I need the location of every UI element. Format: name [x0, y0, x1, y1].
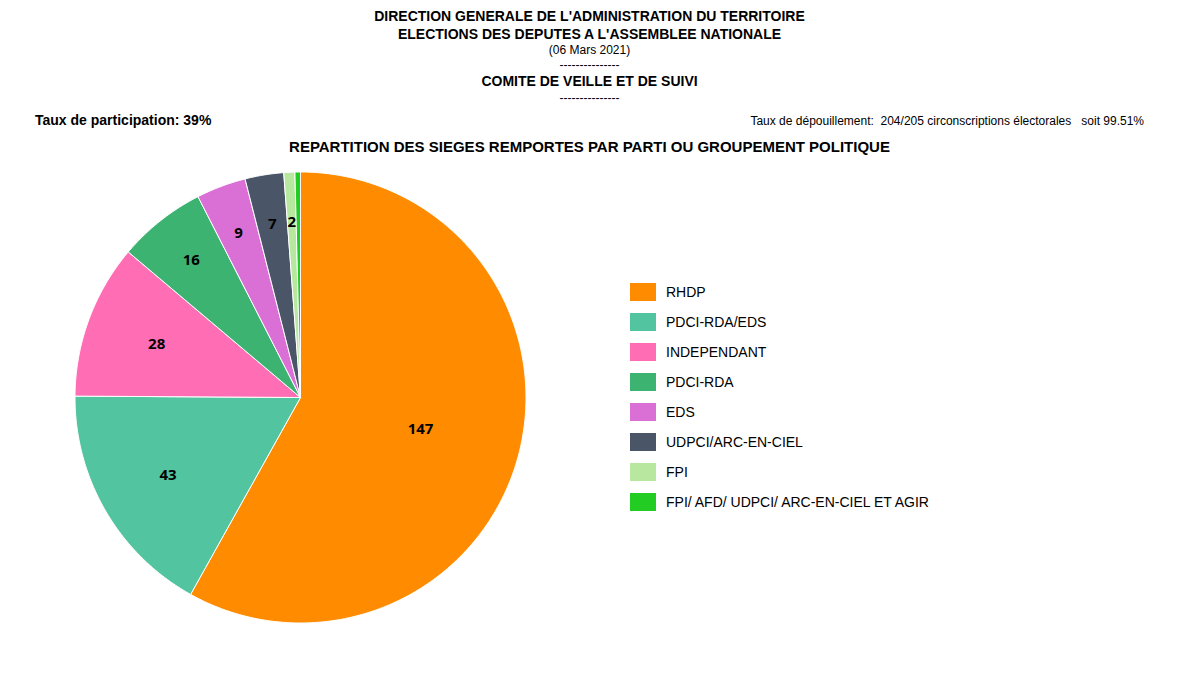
html-text:EDS: EDS: [666, 403, 695, 420]
html-text:ELECTIONS DES DEPUTES A L'ASSE: ELECTIONS DES DEPUTES A L'ASSEMBLEE NATI…: [397, 25, 782, 42]
html-text:UDPCI/ARC-EN-CIEL: UDPCI/ARC-EN-CIEL: [666, 433, 803, 450]
html-text:Taux de participation: 39%: Taux de participation: 39%: [35, 111, 212, 128]
html-text:INDEPENDANT: INDEPENDANT: [666, 343, 767, 360]
html-text:FPI: FPI: [666, 463, 688, 480]
html-text:Taux de dépouillement: 204/205: Taux de dépouillement: 204/205 circonscr…: [750, 113, 1144, 128]
html-text:FPI/ AFD/ UDPCI/ ARC-EN-CIEL E: FPI/ AFD/ UDPCI/ ARC-EN-CIEL ET AGIR: [666, 493, 929, 510]
svg-text:7: 7: [268, 212, 277, 232]
html-text:COMITE DE VEILLE ET DE SUIVI: COMITE DE VEILLE ET DE SUIVI: [481, 73, 698, 89]
svg-text:9: 9: [234, 221, 243, 241]
svg-text:16: 16: [183, 248, 201, 268]
svg-text:28: 28: [148, 333, 166, 353]
svg-text:147: 147: [408, 417, 434, 437]
html-text:PDCI-RDA: PDCI-RDA: [666, 373, 734, 390]
html-text:RHDP: RHDP: [666, 283, 706, 300]
html-text:PDCI-RDA/EDS: PDCI-RDA/EDS: [666, 313, 767, 330]
svg-text:43: 43: [159, 463, 176, 483]
svg-text:2: 2: [287, 210, 296, 230]
html-text:DIRECTION GENERALE DE L'ADMINI: DIRECTION GENERALE DE L'ADMINISTRATION D…: [374, 8, 805, 24]
html-text:REPARTITION DES SIEGES REMPORT: REPARTITION DES SIEGES REMPORTES PAR PAR…: [289, 137, 890, 155]
html-text:(06 Mars 2021): (06 Mars 2021): [548, 43, 631, 57]
